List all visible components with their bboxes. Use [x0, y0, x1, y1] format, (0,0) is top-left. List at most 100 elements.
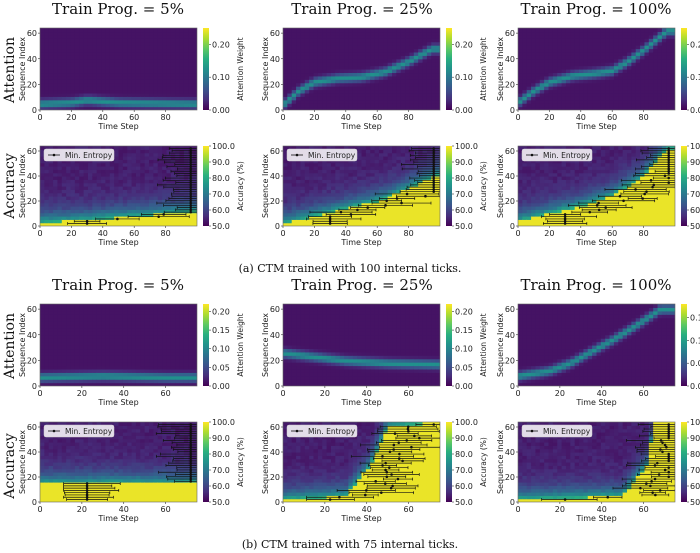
heatmap-cell — [352, 48, 358, 53]
heatmap-cell — [175, 179, 181, 184]
heatmap-cell — [583, 86, 589, 91]
heatmap-cell — [539, 92, 545, 97]
heatmap-cell — [557, 31, 563, 36]
heatmap-cell — [296, 166, 302, 170]
heatmap-cell — [114, 55, 120, 60]
heatmap-cell — [413, 149, 419, 154]
heatmap-cell — [175, 96, 181, 101]
heatmap-cell — [365, 55, 371, 60]
heatmap-cell — [426, 196, 432, 200]
heatmap-cell — [552, 82, 558, 87]
heatmap-cell — [413, 106, 419, 110]
heatmap-cell — [57, 41, 63, 46]
heatmap-cell — [48, 55, 54, 60]
heatmap-cell — [526, 209, 532, 214]
heatmap-cell — [48, 75, 54, 80]
heatmap-cell — [535, 176, 541, 180]
heatmap-cell — [365, 176, 371, 180]
heatmap-cell — [613, 82, 619, 87]
heatmap-cell — [535, 179, 541, 184]
heatmap-cell — [87, 86, 93, 91]
heatmap-cell — [309, 206, 315, 210]
heatmap-cell — [291, 209, 297, 214]
heatmap-cell — [135, 89, 141, 94]
heatmap-cell — [435, 179, 440, 184]
heatmap-cell — [304, 106, 310, 110]
heatmap-cell — [409, 189, 415, 194]
heatmap-cell — [339, 172, 345, 177]
heatmap-cell — [565, 103, 571, 108]
heatmap-cell — [131, 65, 137, 70]
min-entropy-point — [189, 179, 193, 182]
heatmap-cell — [426, 222, 432, 226]
heatmap-cell — [296, 192, 302, 197]
heatmap-cell — [400, 41, 406, 46]
heatmap-cell — [83, 72, 89, 77]
heatmap-cell — [565, 79, 571, 84]
heatmap-cell — [596, 103, 602, 108]
heatmap-cell — [313, 48, 319, 53]
heatmap-cell — [322, 176, 328, 180]
heatmap-cell — [291, 196, 297, 200]
heatmap-cell — [344, 41, 350, 46]
heatmap-cell — [188, 106, 194, 110]
heatmap-cell — [109, 206, 115, 210]
heatmap-cell — [101, 99, 107, 104]
heatmap-cell — [287, 179, 293, 184]
heatmap-cell — [317, 75, 323, 80]
heatmap-cell — [179, 31, 185, 36]
heatmap-cell — [374, 92, 380, 97]
heatmap-cell — [74, 196, 80, 200]
colorbar-tick-label: 50.0 — [212, 222, 230, 231]
heatmap-cell — [105, 179, 111, 184]
heatmap-cell — [413, 99, 419, 104]
min-entropy-point — [189, 183, 193, 187]
heatmap-cell — [140, 176, 146, 180]
heatmap-cell — [131, 149, 137, 154]
heatmap-cell — [330, 199, 336, 204]
heatmap-cell — [557, 72, 563, 77]
heatmap-cell — [317, 106, 323, 110]
heatmap-cell — [44, 202, 50, 207]
heatmap-cell — [92, 51, 98, 56]
heatmap-cell — [622, 89, 628, 94]
heatmap-cell — [383, 106, 389, 110]
heatmap-cell — [548, 202, 554, 207]
heatmap-cell — [48, 62, 54, 67]
heatmap-cell — [378, 72, 384, 77]
heatmap-cell — [383, 38, 389, 43]
heatmap-cell — [383, 31, 389, 36]
heatmap-cell — [61, 199, 67, 204]
heatmap-cell — [378, 192, 384, 197]
heatmap-cell — [579, 92, 585, 97]
heatmap-cell — [631, 106, 637, 110]
heatmap-cell — [644, 72, 650, 77]
heatmap-cell — [535, 38, 541, 43]
heatmap-cell — [344, 146, 350, 150]
heatmap-cell — [361, 192, 367, 197]
heatmap-cell — [548, 166, 554, 170]
heatmap-cell — [330, 196, 336, 200]
heatmap-cell — [74, 41, 80, 46]
heatmap-cell — [409, 62, 415, 67]
heatmap-cell — [596, 86, 602, 91]
heatmap-cell — [618, 75, 624, 80]
heatmap-cell — [144, 62, 150, 67]
heatmap-cell — [105, 38, 111, 43]
x-tick-label: 20 — [309, 229, 319, 238]
heatmap-cell — [335, 69, 341, 74]
heatmap-cell — [374, 65, 380, 70]
x-ticks: 0 20 40 60 80 — [515, 110, 649, 122]
min-entropy-point — [432, 167, 436, 171]
heatmap-cell — [644, 99, 650, 104]
heatmap-cell — [48, 169, 54, 174]
heatmap-cell — [74, 58, 80, 63]
heatmap-cell — [609, 86, 615, 91]
heatmap-cell — [418, 202, 424, 207]
heatmap-cell — [661, 55, 667, 60]
heatmap-cell — [40, 192, 45, 197]
heatmap-cell — [170, 45, 176, 50]
heatmap-cell — [140, 62, 146, 67]
heatmap-cell — [618, 55, 624, 60]
